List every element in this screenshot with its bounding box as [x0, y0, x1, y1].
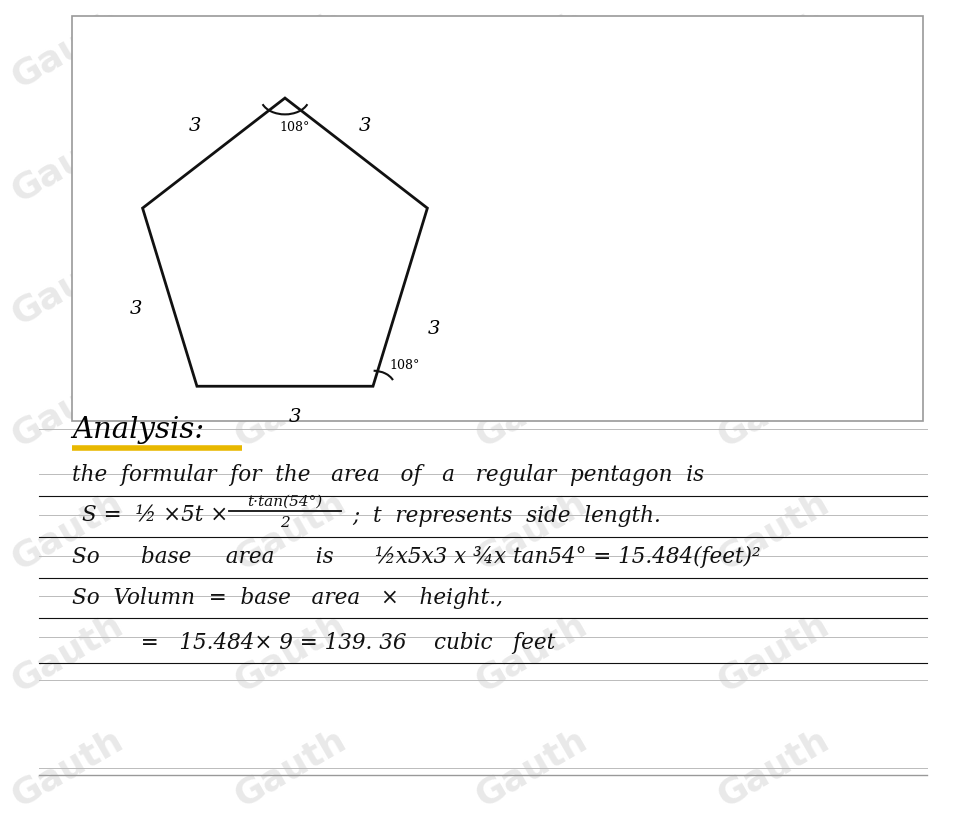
Text: Gauth: Gauth [228, 3, 352, 95]
Text: Gauth: Gauth [6, 118, 129, 209]
Text: the  formular  for  the   area   of   a   regular  pentagon  is: the formular for the area of a regular p… [72, 464, 704, 486]
Text: 3: 3 [358, 117, 371, 135]
Text: Analysis:: Analysis: [72, 417, 205, 444]
Text: So  Volumn  =  base   area   ×   height.,: So Volumn = base area × height., [72, 587, 503, 609]
Text: 2: 2 [280, 516, 290, 529]
Text: Gauth: Gauth [6, 363, 129, 454]
Text: So      base     area      is      ½x5x3 x ¾x tan54° = 15.484(feet)²: So base area is ½x5x3 x ¾x tan54° = 15.4… [72, 546, 761, 568]
Text: ;  t  represents  side  length.: ; t represents side length. [353, 505, 662, 527]
Text: S =  ½ ×5t ×: S = ½ ×5t × [82, 505, 228, 527]
Text: Gauth: Gauth [469, 240, 593, 332]
Text: Gauth: Gauth [711, 118, 835, 209]
Text: 108°: 108° [389, 359, 420, 372]
Text: Gauth: Gauth [711, 363, 835, 454]
Text: Gauth: Gauth [469, 722, 593, 814]
Text: Gauth: Gauth [228, 240, 352, 332]
Text: Gauth: Gauth [228, 722, 352, 814]
Text: Gauth: Gauth [469, 3, 593, 95]
Text: Gauth: Gauth [228, 485, 352, 577]
FancyBboxPatch shape [72, 16, 923, 421]
Text: Gauth: Gauth [6, 240, 129, 332]
Text: 3: 3 [428, 320, 440, 338]
Text: Gauth: Gauth [469, 363, 593, 454]
Text: Gauth: Gauth [228, 608, 352, 699]
Text: Gauth: Gauth [228, 118, 352, 209]
Text: 108°: 108° [279, 121, 310, 134]
Text: Gauth: Gauth [6, 485, 129, 577]
Text: Gauth: Gauth [6, 608, 129, 699]
Text: Gauth: Gauth [711, 3, 835, 95]
Text: Gauth: Gauth [469, 485, 593, 577]
Text: Gauth: Gauth [228, 363, 352, 454]
Text: Gauth: Gauth [469, 118, 593, 209]
Text: Gauth: Gauth [711, 608, 835, 699]
Text: 3: 3 [289, 408, 300, 426]
Text: Gauth: Gauth [6, 3, 129, 95]
Text: Gauth: Gauth [469, 608, 593, 699]
Text: =   15.484× 9 = 139. 36    cubic   feet: = 15.484× 9 = 139. 36 cubic feet [72, 632, 555, 654]
Text: Gauth: Gauth [6, 722, 129, 814]
Text: 3: 3 [189, 117, 202, 135]
Text: 3: 3 [129, 300, 142, 318]
Text: t·tan(54°): t·tan(54°) [247, 495, 323, 509]
Text: Gauth: Gauth [711, 485, 835, 577]
Text: Gauth: Gauth [711, 722, 835, 814]
Text: Gauth: Gauth [711, 240, 835, 332]
